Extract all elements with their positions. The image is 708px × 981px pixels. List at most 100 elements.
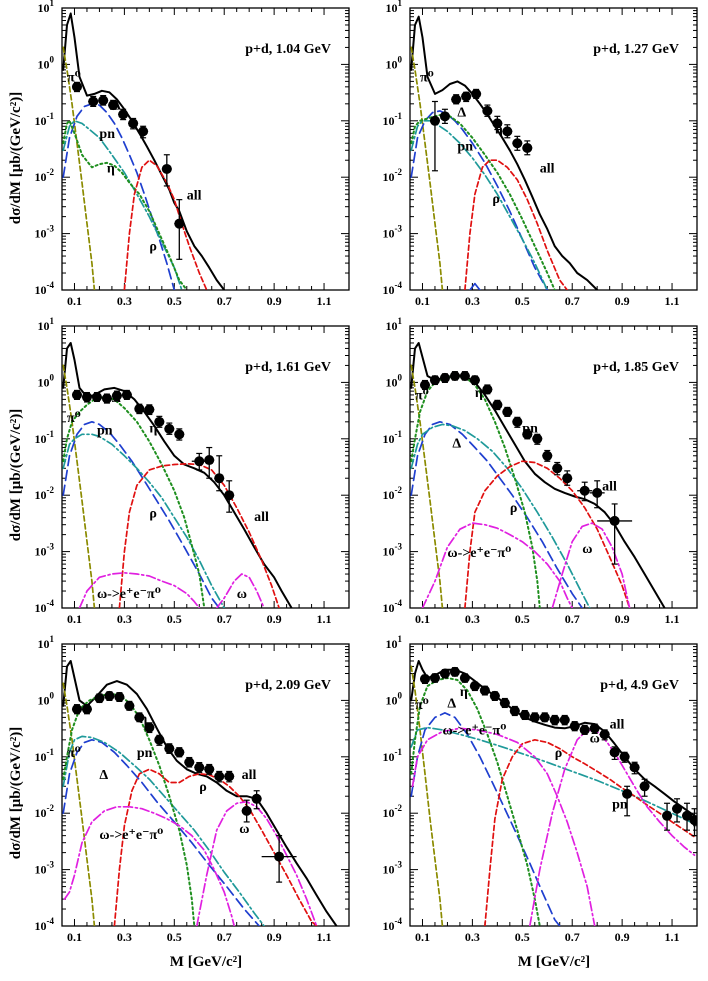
data-point: [121, 389, 132, 400]
series-eta: [62, 119, 188, 290]
data-point: [459, 672, 470, 683]
plot-frame: [409, 325, 698, 609]
x-tick-label: 0.3: [117, 930, 132, 944]
y-tick-label: 100: [386, 372, 403, 389]
series-pi0: [62, 364, 96, 608]
series-omega-dalitz: [421, 522, 574, 608]
series-omega-dalitz: [63, 805, 236, 926]
series-rho: [123, 159, 208, 290]
data-point: [579, 724, 590, 735]
data-point: [569, 721, 580, 732]
data-point: [579, 485, 590, 496]
data-point: [429, 672, 440, 683]
data-points: [429, 88, 533, 172]
data-point: [629, 762, 640, 773]
curve-label: ω: [239, 822, 249, 837]
y-tick-label: 10-2: [35, 167, 55, 184]
y-tick-label: 10-2: [383, 167, 403, 184]
series-pn: [62, 735, 265, 926]
curve-label: Δ: [112, 391, 121, 406]
x-axis-label-right: M [GeV/c²]: [518, 954, 590, 970]
x-tick-label: 0.5: [167, 294, 182, 308]
series-delta: [410, 712, 561, 926]
series-all: [410, 342, 666, 608]
x-tick-label: 0.1: [67, 930, 82, 944]
y-tick-label: 10-4: [383, 280, 403, 297]
series-rho: [113, 768, 318, 926]
data-point: [88, 96, 99, 107]
data-point: [91, 392, 102, 403]
x-tick-label: 0.9: [615, 612, 630, 626]
panels: 0.1 0.3 0.5 0.7 0.9 1.1 10-4 10-3 10-2 10-1 100 101…: [35, 0, 698, 944]
curve-label: ρ: [149, 240, 157, 255]
data-point: [194, 456, 205, 467]
curve-label: ρ: [492, 192, 500, 207]
y-tick-label: 101: [386, 0, 403, 15]
x-tick-label: 0.1: [415, 294, 430, 308]
data-point: [224, 771, 235, 782]
data-point: [609, 747, 620, 758]
plot-frame: [61, 643, 350, 927]
curves: [62, 342, 293, 608]
chart-panel-1: 0.1 0.3 0.5 0.7 0.9 1.1 10-4 10-3 10-2 10-1 100 101…: [35, 0, 350, 308]
x-tick-label: 0.7: [217, 294, 232, 308]
y-tick-label: 100: [38, 690, 55, 707]
y-tick-label: 10-1: [35, 747, 55, 764]
x-tick-label: 0.9: [615, 930, 630, 944]
data-point: [98, 95, 109, 106]
x-tick-label: 0.1: [415, 612, 430, 626]
panel-title: p+d, 1.85 GeV: [593, 360, 679, 375]
curve-label: π⁰: [415, 698, 429, 713]
data-point: [469, 681, 480, 692]
x-tick-label: 0.5: [167, 612, 182, 626]
data-point: [71, 81, 82, 92]
data-point: [449, 666, 460, 677]
series-rho: [484, 738, 696, 926]
curve-label: all: [254, 510, 269, 525]
x-tick-label: 1.1: [317, 294, 332, 308]
x-tick-label: 0.3: [465, 294, 480, 308]
x-tick-label: 0.3: [117, 612, 132, 626]
series-pi0: [62, 682, 96, 926]
data-point: [522, 429, 533, 440]
data-point: [542, 450, 553, 461]
x-tick-label: 1.1: [665, 294, 680, 308]
curve-label: all: [187, 189, 202, 204]
curves: [410, 15, 599, 290]
x-tick-label: 0.7: [217, 930, 232, 944]
data-point: [549, 714, 560, 725]
data-point: [164, 743, 175, 754]
curve-label: Δ: [112, 98, 121, 113]
data-point: [161, 163, 172, 174]
x-tick-label: 0.9: [267, 930, 282, 944]
series-pn: [410, 423, 591, 608]
curve-label: ρ: [199, 780, 207, 795]
curve-label: ω: [582, 542, 592, 557]
data-point: [509, 705, 520, 716]
y-tick-label: 10-4: [383, 916, 403, 933]
panel-title: p+d, 2.09 GeV: [245, 678, 331, 693]
series-pn: [410, 726, 696, 825]
data-point: [204, 764, 215, 775]
data-point: [539, 712, 550, 723]
curve-label: η: [475, 386, 483, 401]
data-point: [439, 111, 450, 122]
y-tick-label: 101: [38, 0, 55, 15]
data-point: [502, 126, 513, 137]
curve-label: η: [149, 421, 157, 436]
y-tick-label: 100: [386, 54, 403, 71]
y-tick-label: 10-3: [383, 224, 403, 241]
series-omega: [469, 282, 481, 290]
x-tick-label: 1.1: [665, 930, 680, 944]
data-point: [241, 805, 252, 816]
curve-label: Δ: [457, 105, 466, 120]
data-points: [71, 389, 235, 513]
data-point: [592, 487, 603, 498]
curve-label: pn: [97, 423, 113, 438]
x-tick-label: 0.7: [565, 930, 580, 944]
curve-label: π⁰: [67, 746, 81, 761]
y-tick-label: 100: [386, 690, 403, 707]
series-pi0: [410, 665, 444, 926]
data-point: [214, 771, 225, 782]
data-point: [512, 138, 523, 149]
